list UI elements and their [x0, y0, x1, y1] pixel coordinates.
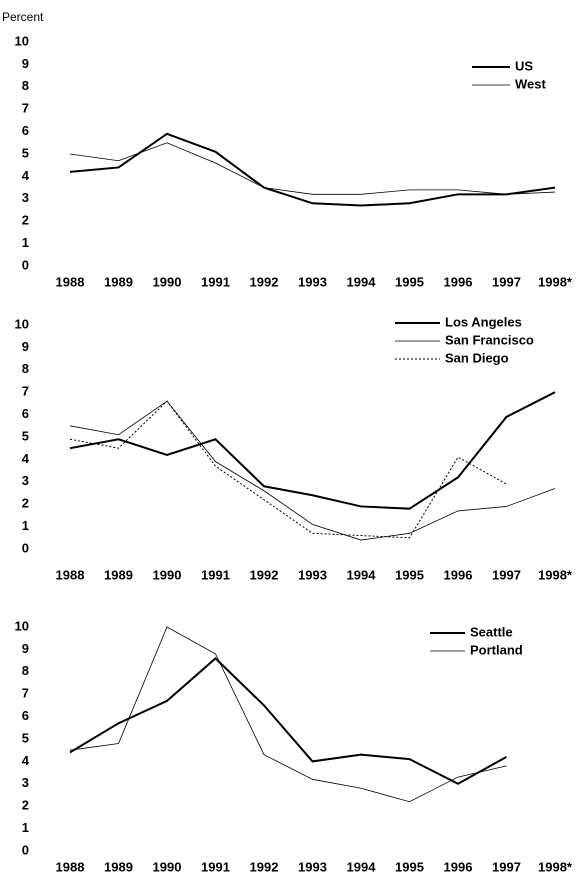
y-tick-label: 2: [22, 213, 29, 228]
x-tick-label: 1990: [153, 567, 182, 582]
x-tick-label: 1996: [444, 859, 473, 874]
y-axis-label: Percent: [2, 10, 44, 24]
x-tick-label: 1988: [56, 567, 85, 582]
x-tick-label: 1991: [201, 859, 230, 874]
series-line: [69, 391, 556, 510]
x-tick-label: 1993: [298, 567, 327, 582]
x-tick-label: 1988: [56, 274, 85, 289]
x-tick-label: 1998*: [538, 859, 573, 874]
x-tick-label: 1997: [492, 859, 521, 874]
y-tick-label: 1: [22, 820, 29, 835]
y-tick-label: 9: [22, 56, 29, 71]
x-tick-label: 1995: [395, 567, 424, 582]
legend-label: Portland: [470, 642, 523, 657]
x-tick-label: 1997: [492, 274, 521, 289]
y-tick-label: 8: [22, 361, 29, 376]
x-tick-label: 1988: [56, 859, 85, 874]
legend-label: San Diego: [445, 350, 509, 365]
y-tick-label: 10: [15, 33, 29, 48]
x-tick-label: 1996: [444, 274, 473, 289]
x-tick-label: 1991: [201, 274, 230, 289]
y-tick-label: 4: [22, 451, 30, 466]
x-tick-label: 1996: [444, 567, 473, 582]
legend-label: Seattle: [470, 624, 513, 639]
y-tick-label: 3: [22, 473, 29, 488]
series-line: [69, 400, 556, 541]
x-tick-label: 1992: [250, 274, 279, 289]
x-tick-label: 1994: [347, 274, 377, 289]
x-tick-label: 1998*: [538, 567, 573, 582]
x-tick-label: 1992: [250, 567, 279, 582]
y-tick-label: 7: [22, 101, 29, 116]
y-tick-label: 3: [22, 190, 29, 205]
y-tick-label: 0: [22, 842, 29, 857]
series-line: [69, 400, 507, 539]
series-line: [69, 656, 507, 785]
y-tick-label: 1: [22, 235, 29, 250]
x-tick-label: 1994: [347, 859, 377, 874]
y-tick-label: 9: [22, 339, 29, 354]
y-tick-label: 6: [22, 708, 29, 723]
y-tick-label: 10: [15, 316, 29, 331]
x-tick-label: 1989: [104, 859, 133, 874]
y-tick-label: 7: [22, 686, 29, 701]
y-tick-label: 5: [22, 428, 29, 443]
x-tick-label: 1998*: [538, 274, 573, 289]
y-tick-label: 0: [22, 540, 29, 555]
x-tick-label: 1989: [104, 274, 133, 289]
series-line: [69, 132, 556, 207]
y-tick-label: 8: [22, 663, 29, 678]
x-tick-label: 1995: [395, 274, 424, 289]
legend-label: US: [515, 58, 533, 73]
y-tick-label: 2: [22, 798, 29, 813]
x-tick-label: 1995: [395, 859, 424, 874]
y-tick-label: 8: [22, 78, 29, 93]
y-tick-label: 6: [22, 123, 29, 138]
y-tick-label: 4: [22, 753, 30, 768]
legend-label: Los Angeles: [445, 314, 522, 329]
x-tick-label: 1991: [201, 567, 230, 582]
y-tick-label: 7: [22, 384, 29, 399]
x-tick-label: 1990: [153, 274, 182, 289]
y-tick-label: 9: [22, 641, 29, 656]
x-tick-label: 1993: [298, 859, 327, 874]
y-tick-label: 0: [22, 257, 29, 272]
y-tick-label: 5: [22, 145, 29, 160]
x-tick-label: 1990: [153, 859, 182, 874]
y-tick-label: 1: [22, 518, 29, 533]
x-tick-label: 1997: [492, 567, 521, 582]
y-tick-label: 5: [22, 730, 29, 745]
legend-label: San Francisco: [445, 332, 534, 347]
legend-label: West: [515, 76, 546, 91]
series-line: [69, 142, 556, 195]
y-tick-label: 2: [22, 496, 29, 511]
y-tick-label: 6: [22, 406, 29, 421]
x-tick-label: 1994: [347, 567, 377, 582]
x-tick-label: 1993: [298, 274, 327, 289]
y-tick-label: 10: [15, 618, 29, 633]
y-tick-label: 3: [22, 775, 29, 790]
x-tick-label: 1992: [250, 859, 279, 874]
x-tick-label: 1989: [104, 567, 133, 582]
series-line: [69, 626, 507, 803]
y-tick-label: 4: [22, 168, 30, 183]
